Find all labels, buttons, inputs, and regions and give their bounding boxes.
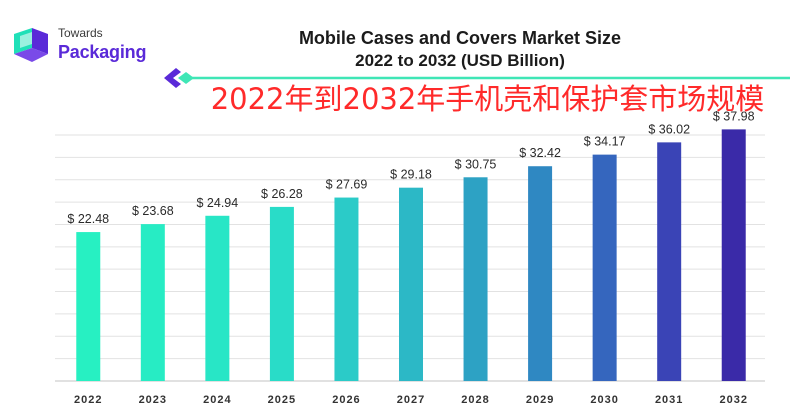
data-label-2029: $ 32.42 [519, 146, 561, 160]
data-label-2031: $ 36.02 [648, 122, 690, 136]
chart-title: Mobile Cases and Covers Market Size [298, 28, 622, 48]
x-tick-2025: 2025 [268, 394, 296, 406]
bars [76, 129, 746, 381]
x-tick-2022: 2022 [74, 394, 102, 406]
x-tick-2031: 2031 [655, 394, 683, 406]
packaging-box-icon [14, 28, 48, 62]
data-label-2027: $ 29.18 [390, 168, 432, 182]
data-labels: $ 22.48 $ 23.68 $ 24.94 $ 26.28 $ 27.69 $ 29.… [67, 109, 754, 226]
data-label-2025: $ 26.28 [261, 187, 303, 201]
x-tick-labels: 2022 2023 2024 2025 2026 2027 2028 2029 2030 2031… [74, 394, 747, 406]
bar-2024 [205, 215, 230, 381]
bar-2025 [269, 206, 294, 381]
x-tick-2032: 2032 [719, 394, 747, 406]
bar-2027 [399, 187, 423, 381]
bar-2028 [463, 177, 488, 381]
x-tick-2028: 2028 [461, 394, 489, 406]
x-tick-2027: 2027 [397, 394, 425, 406]
data-label-2028: $ 30.75 [455, 157, 497, 171]
x-tick-2030: 2030 [590, 394, 618, 406]
logo-text-towards: Towards [58, 26, 103, 40]
x-tick-2024: 2024 [203, 394, 231, 406]
x-tick-2026: 2026 [332, 394, 360, 406]
data-label-2022: $ 22.48 [67, 212, 109, 226]
chart-subtitle: 2022 to 2032 (USD Billion) [355, 51, 565, 70]
diamond-icon [178, 72, 194, 84]
bar-2022 [76, 232, 101, 381]
bar-2029 [528, 166, 553, 381]
bar-2026 [334, 197, 359, 381]
logo-text-packaging: Packaging [58, 42, 147, 62]
towards-packaging-logo: Towards Packaging [10, 22, 160, 70]
chevron-left-icon [164, 68, 181, 88]
data-label-2030: $ 34.17 [584, 135, 626, 149]
x-tick-2029: 2029 [526, 394, 554, 406]
data-label-2032: $ 37.98 [713, 109, 755, 123]
data-label-2024: $ 24.94 [197, 196, 239, 210]
x-tick-2023: 2023 [139, 394, 167, 406]
accent-line [164, 68, 790, 88]
bar-2031 [657, 142, 682, 381]
data-label-2026: $ 27.69 [326, 178, 368, 192]
bar-2032 [721, 129, 746, 381]
bar-2030 [592, 154, 617, 381]
chinese-caption: 2022年到2032年手机壳和保护套市场规模 [210, 82, 765, 116]
data-label-2023: $ 23.68 [132, 204, 174, 218]
bar-2023 [140, 224, 165, 381]
